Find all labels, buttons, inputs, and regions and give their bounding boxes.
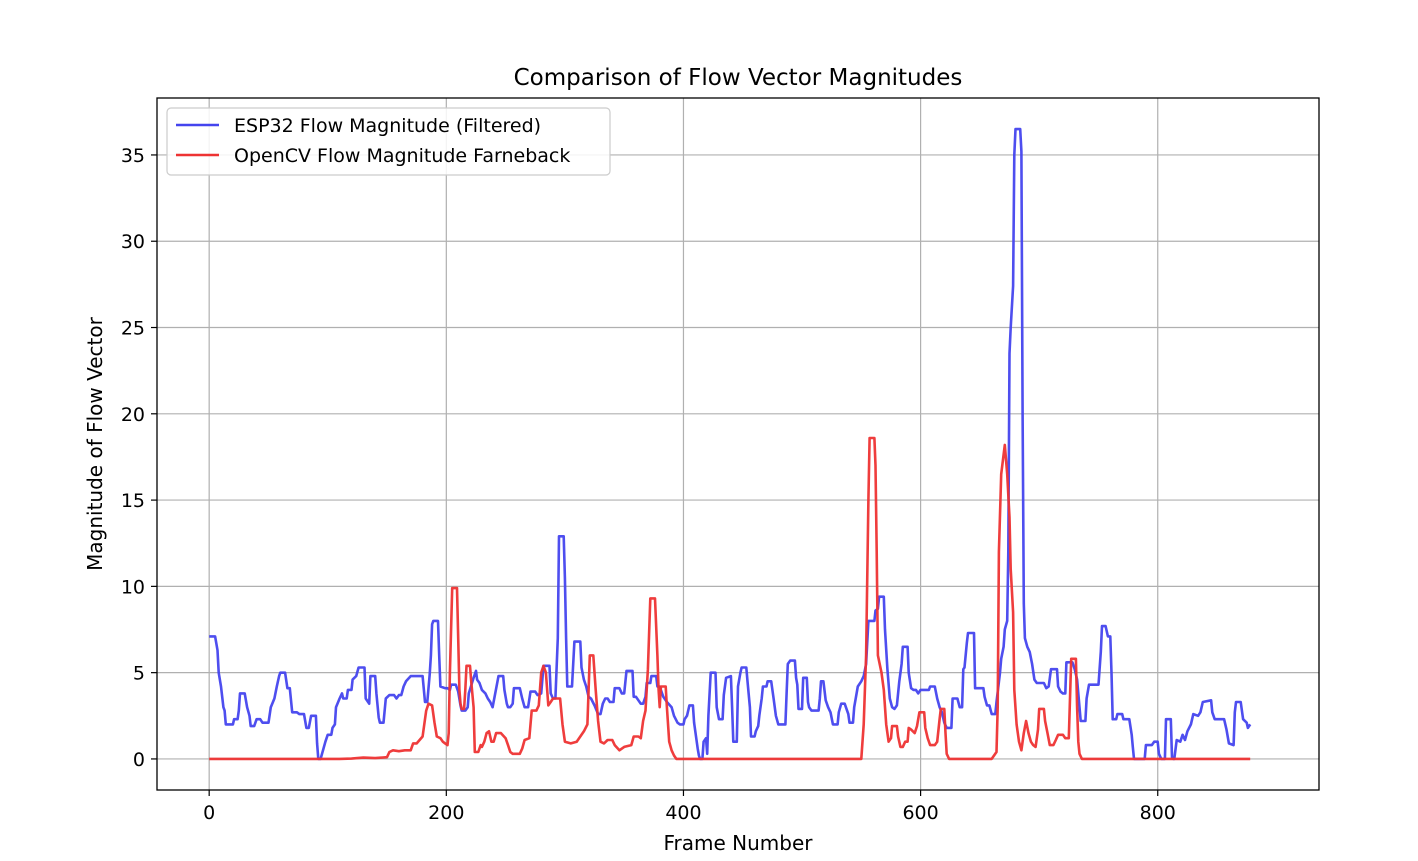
y-tick-label: 10 (121, 576, 145, 598)
legend-label-esp32: ESP32 Flow Magnitude (Filtered) (234, 115, 541, 137)
y-axis-label: Magnitude of Flow Vector (83, 316, 107, 570)
x-tick-label: 400 (665, 802, 701, 824)
y-tick-label: 5 (133, 663, 145, 685)
series-line-esp32 (209, 127, 1252, 761)
series-line-opencv (209, 436, 1251, 761)
y-axis: 0 5 10 15 20 25 30 35 (121, 145, 157, 771)
y-tick-label: 25 (121, 318, 145, 340)
x-axis-label: Frame Number (663, 831, 813, 855)
y-tick-label: 30 (121, 231, 145, 253)
x-tick-label: 200 (428, 802, 464, 824)
grid (157, 98, 1319, 790)
x-tick-label: 800 (1140, 802, 1176, 824)
y-tick-label: 20 (121, 404, 145, 426)
plot-frame (156, 97, 1320, 791)
chart-title: Comparison of Flow Vector Magnitudes (514, 65, 963, 91)
x-tick-label: 0 (203, 802, 215, 824)
y-tick-label: 15 (121, 490, 145, 512)
y-tick-label: 35 (121, 145, 145, 167)
legend-box (166, 107, 611, 176)
legend: ESP32 Flow Magnitude (Filtered) OpenCV F… (166, 107, 611, 176)
y-tick-label: 0 (133, 749, 145, 771)
series-layer (209, 127, 1252, 761)
legend-label-opencv: OpenCV Flow Magnitude Farneback (234, 145, 570, 167)
x-tick-label: 600 (902, 802, 938, 824)
x-axis: 0 200 400 600 800 (203, 790, 1176, 824)
